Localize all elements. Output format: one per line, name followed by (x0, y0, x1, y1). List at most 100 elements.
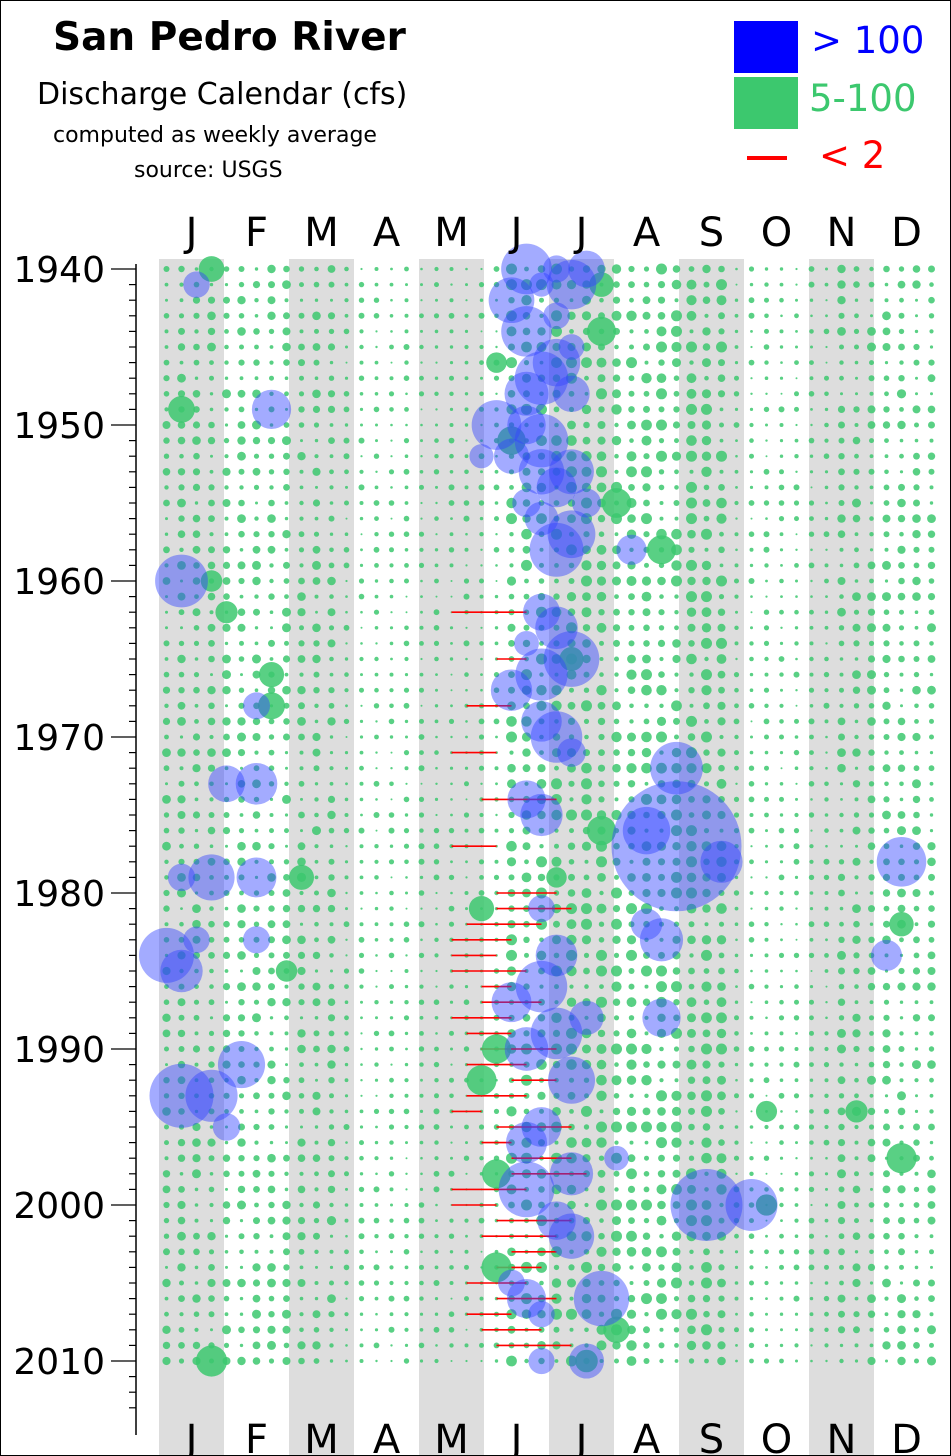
week-dot (868, 812, 875, 818)
week-dot (343, 547, 350, 553)
week-dot (434, 797, 439, 802)
week-dot (808, 921, 815, 928)
week-dot (464, 766, 469, 770)
week-dot (268, 967, 275, 975)
week-dot (734, 687, 739, 693)
week-dot (282, 935, 291, 945)
week-dot (177, 561, 186, 570)
week-dot (765, 1297, 768, 1300)
week-dot (824, 610, 829, 614)
week-dot (643, 640, 650, 647)
week-dot (839, 1280, 844, 1286)
high-flow-point (471, 400, 522, 450)
week-dot (641, 1043, 652, 1055)
week-dot (733, 391, 740, 397)
week-dot (824, 969, 829, 973)
week-dot (735, 1359, 738, 1363)
week-dot (778, 1015, 785, 1021)
week-dot (718, 1139, 725, 1146)
week-dot (838, 421, 845, 429)
week-dot (282, 655, 291, 663)
week-dot (269, 813, 274, 817)
week-dot (613, 842, 620, 850)
month-label-bottom: M (304, 1417, 339, 1455)
week-dot (329, 922, 334, 927)
week-dot (596, 903, 607, 914)
week-dot (208, 546, 215, 554)
week-dot (582, 342, 591, 352)
week-dot (237, 1356, 246, 1366)
week-dot (164, 485, 169, 490)
week-dot (764, 1000, 769, 1004)
week-dot (194, 329, 199, 334)
week-dot (222, 1045, 231, 1053)
high-flow-point (522, 593, 561, 631)
week-dot (270, 626, 273, 630)
week-dot (749, 1296, 754, 1301)
week-dot (913, 936, 920, 944)
week-dot (914, 625, 919, 630)
week-dot (345, 579, 348, 583)
week-dot (192, 1169, 201, 1179)
week-dot (687, 733, 696, 741)
week-dot (433, 625, 440, 631)
week-dot (643, 453, 650, 460)
week-dot (237, 1185, 246, 1194)
week-dot (193, 452, 200, 460)
week-dot (810, 1344, 813, 1347)
week-dot (780, 564, 783, 567)
week-dot (284, 984, 289, 989)
moderate-flow-point (288, 864, 315, 890)
week-dot (162, 686, 171, 694)
week-dot (420, 1078, 423, 1082)
week-dot (795, 1110, 798, 1113)
week-dot (581, 1309, 592, 1320)
week-dot (716, 841, 727, 852)
week-dot (404, 1203, 409, 1207)
week-dot (718, 764, 725, 772)
week-dot (240, 766, 243, 770)
week-dot (613, 281, 620, 288)
week-dot (267, 1216, 276, 1225)
week-dot (779, 282, 784, 287)
week-dot (329, 672, 334, 677)
week-dot (626, 669, 637, 680)
week-dot (554, 1359, 559, 1363)
week-dot (628, 1217, 635, 1224)
week-dot (735, 439, 738, 442)
week-dot (551, 1278, 562, 1288)
week-dot (479, 406, 484, 412)
week-dot (928, 873, 935, 881)
week-dot (657, 1107, 666, 1116)
week-dot (418, 796, 425, 803)
week-dot (927, 561, 936, 570)
week-dot (883, 718, 890, 725)
week-dot (701, 763, 712, 774)
week-dot (748, 781, 755, 787)
week-dot (718, 1295, 725, 1302)
week-dot (596, 1059, 607, 1070)
week-dot (313, 1232, 320, 1240)
week-dot (536, 403, 547, 415)
week-dot (328, 1077, 335, 1084)
week-dot (644, 1093, 649, 1099)
week-dot (583, 718, 590, 725)
week-dot (808, 1249, 815, 1255)
week-dot (237, 1075, 246, 1085)
week-dot (224, 906, 229, 911)
week-dot (656, 1246, 667, 1258)
week-dot (344, 298, 349, 303)
week-dot (506, 513, 517, 525)
high-flow-point (876, 837, 927, 887)
week-dot (207, 1138, 216, 1147)
moderate-flow-point (755, 1100, 778, 1122)
week-dot (359, 891, 364, 895)
week-dot (734, 1015, 739, 1021)
week-dot (702, 1060, 711, 1069)
week-dot (718, 967, 725, 975)
high-flow-point (498, 1161, 555, 1218)
week-dot (658, 484, 665, 491)
week-dot (419, 1109, 424, 1113)
week-dot (405, 735, 408, 739)
